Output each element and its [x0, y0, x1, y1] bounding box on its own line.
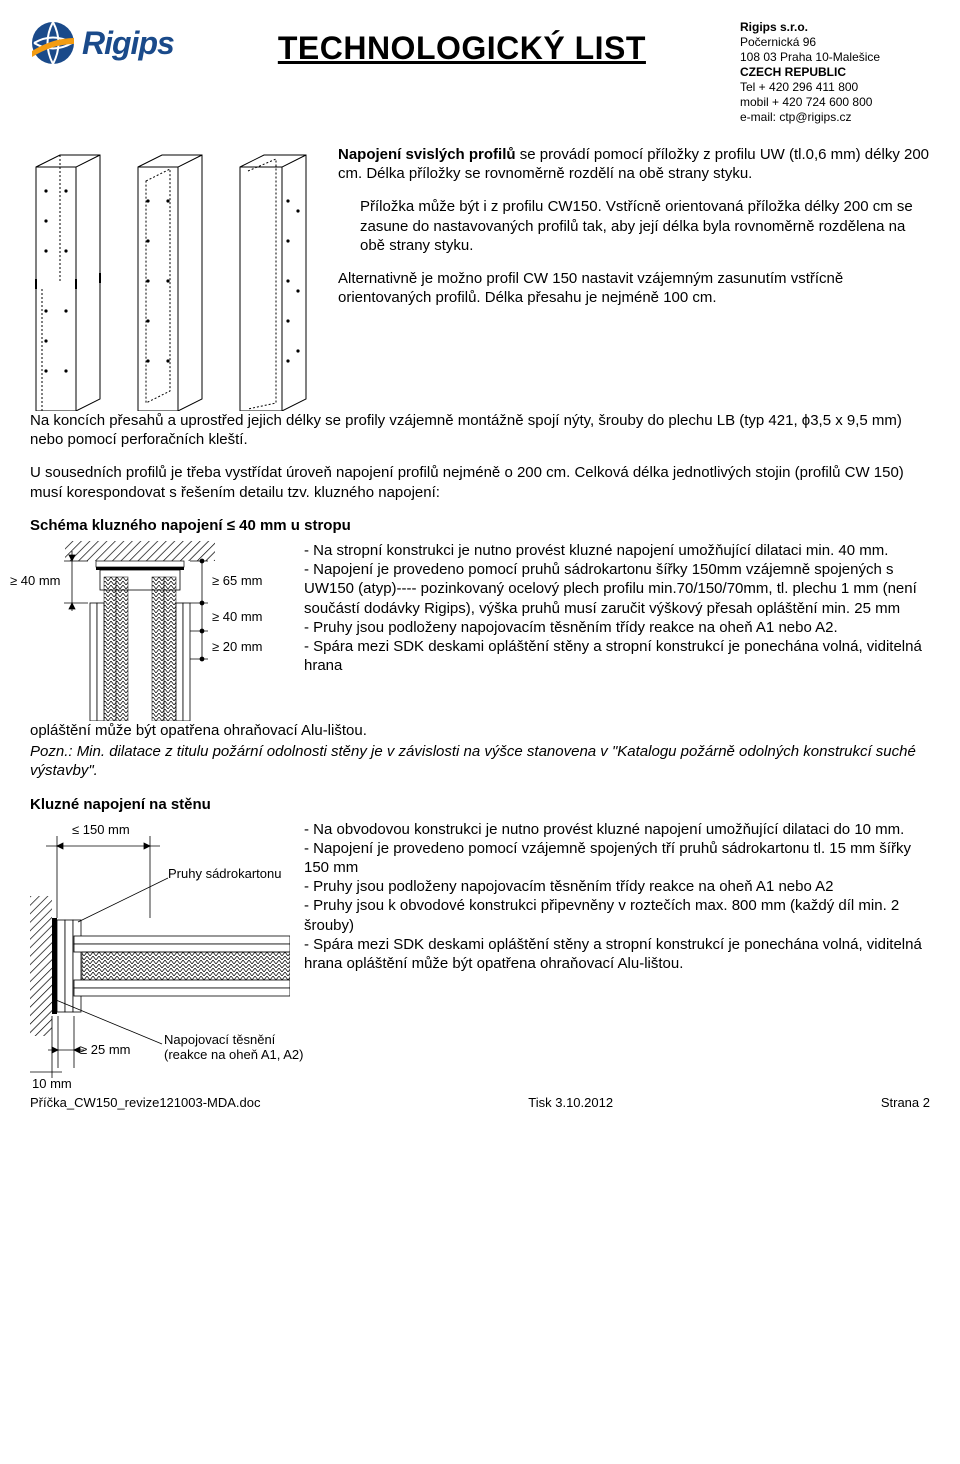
profile-fig-3 — [234, 151, 312, 411]
p-prilozka: Příložka může být i z profilu CW150. Vst… — [338, 197, 930, 255]
schema1-note: Pozn.: Min. dilatace z titulu požární od… — [30, 742, 930, 780]
schema1-text: - Na stropní konstrukci je nutno provést… — [304, 541, 930, 675]
company-email: e-mail: ctp@rigips.cz — [740, 110, 930, 125]
schema2-title: Kluzné napojení na stěnu — [30, 795, 930, 814]
profile-fig-2 — [132, 151, 210, 411]
footer-right: Strana 2 — [881, 1095, 930, 1112]
lbl-150: ≤ 150 mm — [72, 822, 130, 839]
schema2-diagram: ≤ 150 mm Pruhy sádrokartonu ≥ 25 mm 10 m… — [30, 820, 290, 1085]
page-footer: Příčka_CW150_revize121003-MDA.doc Tisk 3… — [30, 1095, 930, 1112]
p-napojeni-bold: Napojení svislých profilů — [338, 146, 516, 163]
logo-text: Rigips — [82, 23, 174, 64]
footer-left: Příčka_CW150_revize121003-MDA.doc — [30, 1095, 261, 1112]
profile-fig-1 — [30, 151, 108, 411]
profile-figures — [30, 145, 312, 411]
row1-text: Napojení svislých profilů se provádí pom… — [338, 145, 930, 321]
lbl-40: ≥ 40 mm — [212, 609, 262, 626]
p-sousednich: U sousedních profilů je třeba vystřídat … — [30, 463, 930, 501]
page-title: TECHNOLOGICKÝ LIST — [278, 30, 646, 66]
lbl-25: ≥ 25 mm — [80, 1042, 130, 1059]
footer-center: Tisk 3.10.2012 — [528, 1095, 613, 1112]
schema1-wrap: ≥ 40 mm ≥ 65 mm ≥ 40 mm ≥ 20 mm - Na str… — [30, 541, 930, 721]
lbl-10: 10 mm — [32, 1076, 72, 1093]
p-alternativne: Alternativně je možno profil CW 150 nast… — [338, 269, 930, 307]
company-tel: Tel + 420 296 411 800 — [740, 80, 930, 95]
company-country: CZECH REPUBLIC — [740, 65, 930, 80]
schema1-after: opláštění může být opatřena ohraňovací A… — [30, 721, 930, 740]
lbl-napoj2: (reakce na oheň A1, A2) — [164, 1047, 303, 1064]
company-info: Rigips s.r.o. Počernická 96 108 03 Praha… — [740, 20, 930, 125]
lbl-20: ≥ 20 mm — [212, 639, 262, 656]
schema2-bullets: - Na obvodovou konstrukci je nutno prové… — [304, 821, 922, 972]
logo: Rigips — [30, 20, 174, 66]
p-napojeni: Napojení svislých profilů se provádí pom… — [338, 145, 930, 183]
schema2-wrap: ≤ 150 mm Pruhy sádrokartonu ≥ 25 mm 10 m… — [30, 820, 930, 1085]
lbl-pruhy: Pruhy sádrokartonu — [168, 866, 281, 883]
lbl-65: ≥ 65 mm — [212, 573, 262, 590]
company-city: 108 03 Praha 10-Malešice — [740, 50, 930, 65]
schema1-diagram: ≥ 40 mm ≥ 65 mm ≥ 40 mm ≥ 20 mm — [30, 541, 290, 721]
company-street: Počernická 96 — [740, 35, 930, 50]
p-koncich: Na koncích přesahů a uprostřed jejich dé… — [30, 411, 930, 449]
page-header: Rigips TECHNOLOGICKÝ LIST Rigips s.r.o. … — [30, 20, 930, 125]
schema2-text: - Na obvodovou konstrukci je nutno prové… — [304, 820, 930, 974]
company-mobil: mobil + 420 724 600 800 — [740, 95, 930, 110]
logo-globe-icon — [30, 20, 76, 66]
row-profile-splice: Napojení svislých profilů se provádí pom… — [30, 145, 930, 411]
lbl-40-left: ≥ 40 mm — [10, 573, 60, 590]
company-name: Rigips s.r.o. — [740, 20, 930, 35]
schema1-title: Schéma kluzného napojení ≤ 40 mm u strop… — [30, 516, 930, 535]
schema1-bullets: - Na stropní konstrukci je nutno provést… — [304, 542, 922, 674]
title-wrap: TECHNOLOGICKÝ LIST — [204, 20, 720, 69]
